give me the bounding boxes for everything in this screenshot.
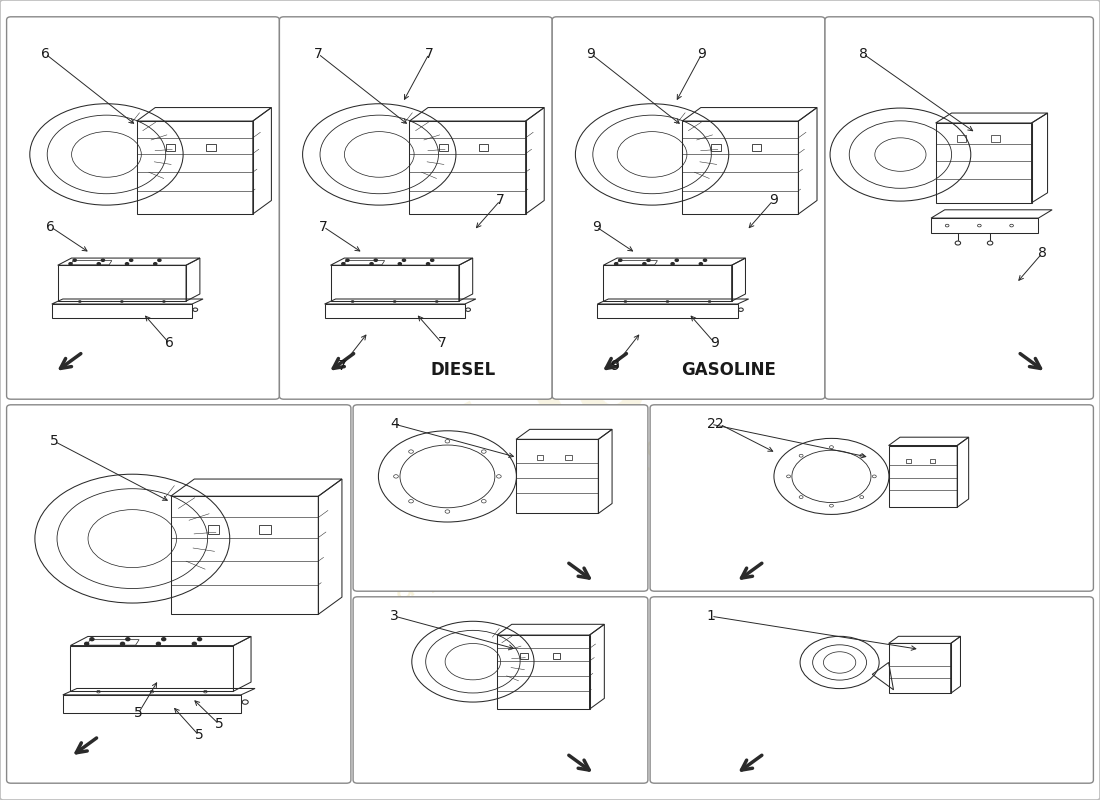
Text: 2: 2 (706, 418, 715, 431)
Circle shape (618, 259, 621, 262)
Circle shape (192, 642, 196, 646)
Bar (260, 526, 271, 534)
Circle shape (154, 262, 157, 265)
Circle shape (647, 259, 650, 262)
Text: 7: 7 (438, 336, 447, 350)
Text: 5: 5 (51, 434, 59, 449)
Circle shape (73, 259, 76, 262)
Circle shape (370, 262, 373, 265)
Text: DIESEL: DIESEL (431, 361, 496, 378)
FancyBboxPatch shape (825, 17, 1093, 399)
Text: 6: 6 (46, 220, 55, 234)
Text: 7: 7 (496, 194, 505, 207)
Bar (752, 144, 761, 150)
FancyBboxPatch shape (353, 405, 648, 591)
Text: GASOLINE: GASOLINE (681, 361, 776, 378)
Bar (957, 135, 966, 142)
Bar (520, 654, 528, 658)
Circle shape (69, 262, 73, 265)
Text: 9: 9 (592, 220, 601, 234)
Bar (537, 455, 543, 460)
FancyBboxPatch shape (7, 405, 351, 783)
Bar (552, 654, 560, 658)
Circle shape (130, 259, 133, 262)
Circle shape (101, 259, 104, 262)
Bar (991, 135, 1000, 142)
Text: 9: 9 (769, 194, 778, 207)
Circle shape (671, 262, 674, 265)
FancyBboxPatch shape (650, 597, 1093, 783)
Text: 5: 5 (214, 717, 223, 731)
Text: 1: 1 (706, 610, 715, 623)
Circle shape (125, 262, 129, 265)
Circle shape (675, 259, 679, 262)
Circle shape (398, 262, 402, 265)
Text: 6: 6 (41, 47, 50, 61)
Circle shape (615, 262, 618, 265)
Circle shape (162, 638, 166, 641)
Text: 4: 4 (390, 418, 399, 431)
Circle shape (342, 262, 345, 265)
Circle shape (121, 642, 124, 646)
FancyBboxPatch shape (650, 405, 1093, 591)
Circle shape (642, 262, 646, 265)
Circle shape (97, 262, 100, 265)
Circle shape (157, 259, 161, 262)
Text: 9: 9 (610, 359, 619, 373)
Text: 6: 6 (165, 336, 174, 350)
Circle shape (703, 259, 706, 262)
Bar (930, 458, 935, 463)
Text: 9: 9 (697, 47, 706, 61)
Circle shape (198, 638, 201, 641)
Text: 7: 7 (338, 359, 346, 373)
Circle shape (156, 642, 161, 646)
Circle shape (125, 638, 130, 641)
Text: 7: 7 (314, 47, 322, 61)
Text: 9: 9 (711, 336, 719, 350)
Text: Ghibli: Ghibli (364, 283, 736, 549)
Text: 5: 5 (134, 706, 143, 720)
Bar (480, 144, 488, 150)
FancyBboxPatch shape (279, 17, 552, 399)
Text: 8: 8 (859, 47, 868, 61)
Bar (905, 458, 912, 463)
Text: 5: 5 (195, 728, 204, 742)
Bar (208, 526, 219, 534)
Text: 3: 3 (390, 610, 399, 623)
Circle shape (85, 642, 89, 646)
Bar (439, 144, 448, 150)
Circle shape (700, 262, 703, 265)
Circle shape (374, 259, 377, 262)
Text: 2: 2 (715, 418, 724, 431)
Circle shape (427, 262, 430, 265)
Circle shape (403, 259, 406, 262)
Circle shape (345, 259, 349, 262)
Bar (207, 144, 216, 150)
FancyBboxPatch shape (353, 597, 648, 783)
FancyBboxPatch shape (552, 17, 825, 399)
Text: 9: 9 (586, 47, 595, 61)
FancyBboxPatch shape (7, 17, 279, 399)
Text: 7: 7 (425, 47, 433, 61)
Bar (565, 455, 572, 460)
Bar (712, 144, 720, 150)
Bar (166, 144, 175, 150)
Circle shape (90, 638, 94, 641)
Text: 7: 7 (319, 220, 328, 234)
Text: a passion since 1926: a passion since 1926 (387, 415, 713, 609)
Circle shape (430, 259, 433, 262)
Text: 8: 8 (1037, 246, 1047, 260)
